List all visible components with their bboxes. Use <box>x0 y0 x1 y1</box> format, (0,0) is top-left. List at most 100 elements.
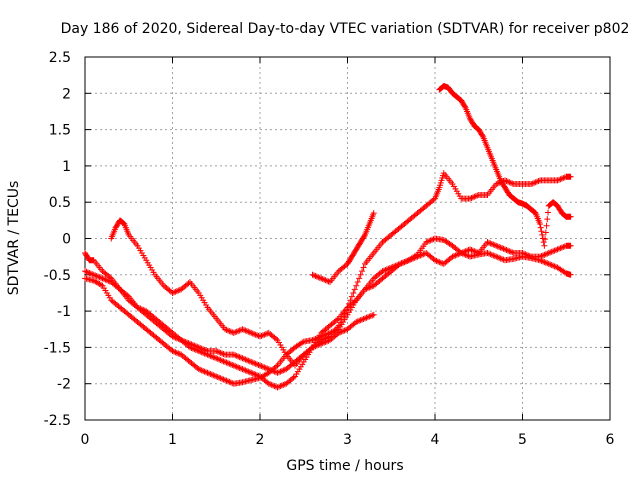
data-point-marker <box>246 329 253 336</box>
data-point-marker <box>335 322 342 329</box>
series-track-5 <box>309 210 377 286</box>
data-point-marker <box>188 341 195 348</box>
data-point-marker <box>203 369 210 376</box>
data-point-marker <box>201 368 208 375</box>
data-point-marker <box>254 372 261 379</box>
data-point-marker <box>506 248 513 255</box>
data-point-marker <box>538 253 545 260</box>
data-point-marker <box>341 327 348 334</box>
data-point-marker <box>124 292 131 299</box>
data-point-marker <box>456 250 463 257</box>
data-point-marker <box>537 224 544 231</box>
data-point-marker <box>354 318 361 325</box>
data-point-marker <box>251 360 258 367</box>
data-point-marker <box>506 179 513 186</box>
data-point-marker <box>544 216 551 223</box>
data-point-marker <box>551 247 558 254</box>
data-point-marker <box>335 329 342 336</box>
data-point-marker <box>170 334 177 341</box>
data-point-marker <box>500 245 507 252</box>
y-axis-label: SDTVAR / TECUs <box>6 181 22 296</box>
x-tick-label: 2 <box>256 432 265 448</box>
y-tick-label: -0.5 <box>44 268 71 284</box>
data-point-marker <box>233 328 240 335</box>
x-tick-label: 0 <box>81 432 90 448</box>
data-point-marker <box>264 330 271 337</box>
data-point-marker <box>560 175 567 181</box>
y-tick-label: -1 <box>57 304 71 320</box>
data-point-marker <box>544 250 551 257</box>
data-point-marker <box>540 239 547 246</box>
data-point-marker <box>472 193 479 200</box>
data-point-marker <box>340 328 347 335</box>
series-track-6 <box>436 83 574 249</box>
data-point-marker <box>361 233 368 240</box>
data-point-marker <box>100 276 107 283</box>
data-point-marker <box>194 343 201 350</box>
data-point-marker <box>427 237 434 244</box>
data-point-marker <box>103 277 110 284</box>
data-point-marker <box>560 243 567 250</box>
data-point-marker <box>169 289 176 296</box>
data-point-marker <box>223 377 230 384</box>
data-point-marker <box>493 253 500 260</box>
data-point-marker <box>488 251 495 258</box>
data-point-marker <box>469 247 476 254</box>
data-point-marker <box>187 340 193 347</box>
data-point-marker <box>485 239 492 246</box>
data-point-marker <box>410 255 417 262</box>
data-point-marker <box>538 228 545 235</box>
data-point-marker <box>383 266 390 273</box>
data-point-marker <box>418 251 425 258</box>
data-point-marker <box>242 367 249 374</box>
data-point-marker <box>367 283 374 290</box>
data-point-marker <box>471 193 478 200</box>
data-point-marker <box>525 252 532 259</box>
data-point-marker <box>364 285 371 292</box>
data-point-marker <box>229 361 236 368</box>
data-point-marker <box>535 178 542 185</box>
data-point-marker <box>299 339 306 346</box>
data-point-marker <box>356 317 363 324</box>
data-point-marker <box>169 348 176 355</box>
data-point-marker <box>318 275 325 282</box>
data-point-marker <box>324 338 331 345</box>
y-tick-label: 2 <box>62 86 71 102</box>
data-point-marker <box>550 248 557 255</box>
data-point-marker <box>337 319 344 326</box>
data-point-marker <box>496 243 503 250</box>
data-point-marker <box>421 250 428 257</box>
x-tick-label: 4 <box>431 432 440 448</box>
data-point-marker <box>267 381 274 388</box>
data-point-marker <box>235 353 242 360</box>
data-point-marker <box>356 275 363 282</box>
data-point-marker <box>226 378 233 385</box>
data-point-marker <box>219 350 226 357</box>
data-point-marker <box>214 355 221 362</box>
data-point-marker <box>233 363 240 370</box>
data-point-marker <box>545 260 552 267</box>
data-point-marker <box>542 251 549 258</box>
data-point-marker <box>545 250 552 257</box>
data-point-marker <box>204 369 211 376</box>
data-point-marker <box>249 359 256 366</box>
data-point-marker <box>278 382 285 389</box>
data-point-marker <box>424 238 431 245</box>
data-point-marker <box>315 274 322 281</box>
data-point-marker <box>198 367 205 374</box>
data-point-marker <box>567 173 574 180</box>
data-point-marker <box>232 329 239 336</box>
data-point-marker <box>275 383 282 390</box>
data-point-marker <box>507 248 514 255</box>
data-point-marker <box>359 268 366 275</box>
data-point-marker <box>534 178 541 185</box>
data-point-marker <box>319 340 326 347</box>
data-point-marker <box>310 343 317 350</box>
data-point-marker <box>243 357 250 364</box>
series-track-3 <box>108 170 574 369</box>
data-point-marker <box>258 363 265 370</box>
data-point-marker <box>321 339 328 346</box>
data-point-marker <box>251 331 258 338</box>
data-point-marker <box>235 328 242 335</box>
data-point-marker <box>200 346 207 353</box>
